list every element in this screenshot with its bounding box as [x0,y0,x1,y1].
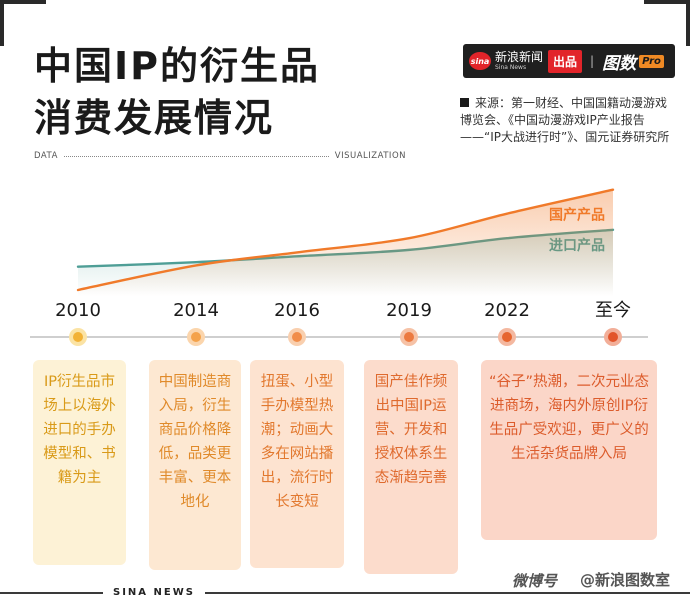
brand-separator: | [590,54,595,68]
footer-rule [0,592,690,594]
weibo-mark: 微博号 [512,572,558,590]
data-label: DATA [34,151,58,161]
square-bullet-icon [460,98,469,107]
sina-brand-cn: 新浪新闻 [495,50,544,64]
corner-mark-top-left [0,0,46,4]
timeline-year-label: 2022 [484,300,530,321]
footer-label: SINA NEWS [103,585,205,601]
timeline-year-label: 至今 [595,300,631,321]
milestone-card: 扭蛋、小型手办模型热潮；动画大多在网站播出，流行时长变短 [250,360,344,568]
milestone-card-text: 中国制造商入局，衍生商品价格降低，品类更丰富、更本地化 [158,374,232,510]
sina-brand-en: Sina News [495,64,527,71]
chupin-badge: 出品 [548,49,583,73]
timeline-dot [191,332,201,342]
footer: SINA NEWS [0,585,690,601]
title-line-1: 中国IP的衍生品 [34,44,320,88]
tushu-logo: 图数 [602,53,637,74]
timeline-dot [608,332,618,342]
trend-area-chart: 进口产品国产产品20102014201620192022至今 [30,188,648,346]
milestone-card: “谷子”热潮，二次元业态进商场，海内外原创IP衍生品广受欢迎，更广义的生活杂货品… [481,360,657,540]
timeline-year-label: 2010 [55,300,101,321]
title-line-2: 消费发展情况 [34,96,275,140]
milestone-card-text: 扭蛋、小型手办模型热潮；动画大多在网站播出，流行时长变短 [260,374,334,510]
milestone-card-text: 国产佳作频出中国IP运营、开发和授权体系生态渐趋完善 [374,374,448,486]
timeline-dot [73,332,83,342]
pro-badge: Pro [639,54,664,68]
brand-badge: sina 新浪新闻 Sina News 出品 | 图数 Pro [463,44,675,78]
timeline-dot [502,332,512,342]
series-domestic-line [76,188,615,292]
corner-mark-top-right [644,0,690,4]
corner-mark-top-right-vertical [686,0,690,46]
sina-logo-icon: sina [469,52,491,70]
timeline-year-label: 2014 [173,300,219,321]
visualization-label: VISUALIZATION [334,151,406,161]
milestone-card-text: IP衍生品市场上以海外进口的手办模型和、书籍为主 [43,374,116,486]
legend-label-domestic: 国产产品 [549,207,605,224]
data-visualization-rule: DATA VISUALIZATION [34,151,406,161]
source-note: 来源：第一财经、中国国籍动漫游戏博览会、《中国动漫游戏IP产业报告——“IP大战… [460,95,675,146]
series-domestic-area [78,189,613,296]
timeline-dot [292,332,302,342]
milestone-card-text: “谷子”热潮，二次元业态进商场，海内外原创IP衍生品广受欢迎，更广义的生活杂货品… [488,374,650,462]
timeline-dot [404,332,414,342]
milestone-card: IP衍生品市场上以海外进口的手办模型和、书籍为主 [33,360,126,565]
dotted-rule [63,155,329,157]
milestone-card: 中国制造商入局，衍生商品价格降低，品类更丰富、更本地化 [149,360,241,570]
sina-brand-text: 新浪新闻 Sina News [495,51,543,71]
account-handle: @新浪图数室 [580,571,671,589]
timeline-year-label: 2019 [386,300,432,321]
milestone-card: 国产佳作频出中国IP运营、开发和授权体系生态渐趋完善 [364,360,458,574]
timeline-year-label: 2016 [274,300,320,321]
source-text: 来源：第一财经、中国国籍动漫游戏博览会、《中国动漫游戏IP产业报告——“IP大战… [460,96,670,144]
page-title: 中国IP的衍生品 消费发展情况 [34,40,320,144]
corner-mark-top-left-vertical [0,0,4,46]
